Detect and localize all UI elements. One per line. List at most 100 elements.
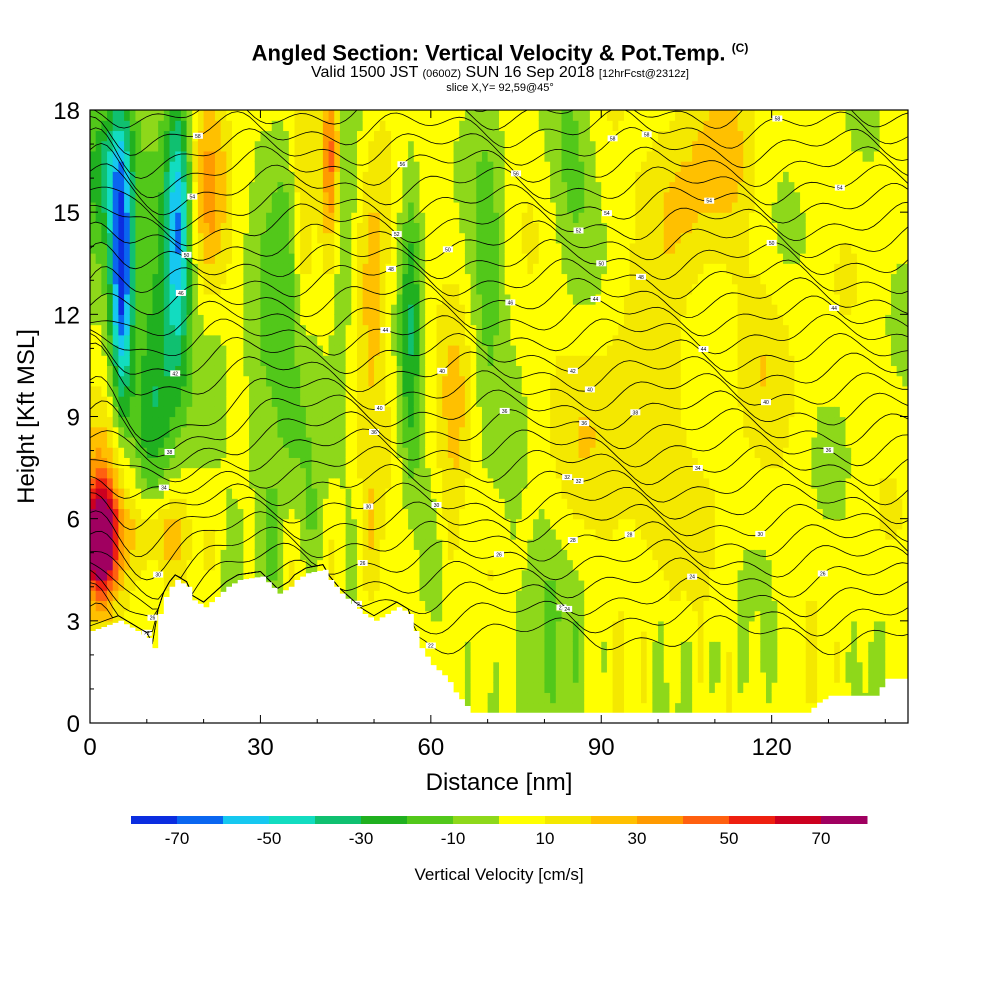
field-cell bbox=[385, 120, 392, 132]
field-cell bbox=[95, 324, 102, 336]
field-cell bbox=[430, 212, 438, 223]
field-cell bbox=[459, 447, 466, 458]
field-cell bbox=[112, 396, 119, 407]
field-cell bbox=[266, 426, 273, 438]
field-cell bbox=[544, 201, 551, 213]
field-cell bbox=[368, 569, 375, 581]
field-cell bbox=[209, 467, 216, 479]
field-cell bbox=[260, 477, 267, 489]
field-cell bbox=[533, 355, 540, 367]
chart-subtitle: Valid 1500 JST (0600Z) SUN 16 Sep 2018 [… bbox=[0, 65, 1000, 82]
field-cell bbox=[481, 130, 489, 142]
field-cell bbox=[237, 539, 244, 550]
field-cell bbox=[305, 539, 313, 550]
field-cell bbox=[419, 293, 426, 305]
field-cell bbox=[328, 273, 335, 285]
field-cell bbox=[277, 539, 284, 550]
field-cell bbox=[146, 355, 154, 367]
field-cell bbox=[260, 212, 267, 223]
field-cell bbox=[538, 344, 546, 356]
field-cell bbox=[107, 518, 114, 530]
field-cell bbox=[192, 212, 199, 223]
field-cell bbox=[419, 355, 426, 367]
field-cell bbox=[533, 549, 540, 561]
field-cell bbox=[430, 457, 438, 469]
field-cell bbox=[527, 600, 534, 612]
field-cell bbox=[135, 498, 142, 510]
field-cell bbox=[391, 253, 398, 264]
field-cell bbox=[453, 324, 460, 336]
field-cell bbox=[493, 212, 500, 223]
field-cell bbox=[385, 201, 392, 213]
field-cell bbox=[95, 365, 102, 377]
field-cell bbox=[391, 569, 398, 581]
field-cell bbox=[510, 702, 517, 714]
field-cell bbox=[521, 477, 528, 489]
field-cell bbox=[533, 477, 540, 489]
field-cell bbox=[141, 334, 148, 346]
field-cell bbox=[186, 344, 193, 356]
field-cell bbox=[550, 436, 557, 448]
field-cell bbox=[158, 161, 165, 172]
field-cell bbox=[374, 436, 381, 448]
field-cell bbox=[476, 549, 483, 561]
field-cell bbox=[305, 447, 313, 458]
field-cell bbox=[533, 610, 540, 622]
field-cell bbox=[538, 508, 546, 520]
field-cell bbox=[203, 181, 210, 193]
field-cell bbox=[112, 549, 119, 561]
field-cell bbox=[368, 457, 375, 469]
field-cell bbox=[311, 242, 318, 254]
field-cell bbox=[408, 130, 415, 142]
field-cell bbox=[555, 293, 563, 305]
field-cell bbox=[317, 375, 324, 387]
field-cell bbox=[351, 161, 358, 172]
field-cell bbox=[402, 549, 409, 561]
field-cell bbox=[95, 253, 102, 264]
field-cell bbox=[260, 232, 267, 244]
field-cell bbox=[163, 171, 171, 183]
field-cell bbox=[459, 396, 466, 407]
field-cell bbox=[510, 150, 517, 162]
field-cell bbox=[447, 344, 455, 356]
field-cell bbox=[538, 671, 546, 683]
field-cell bbox=[305, 324, 313, 336]
field-cell bbox=[391, 212, 398, 223]
field-cell bbox=[288, 293, 296, 305]
field-cell bbox=[141, 375, 148, 387]
field-cell bbox=[362, 436, 369, 448]
field-cell bbox=[226, 447, 233, 458]
field-cell bbox=[408, 212, 415, 223]
field-cell bbox=[209, 212, 216, 223]
field-cell bbox=[322, 467, 330, 479]
field-cell bbox=[146, 559, 154, 571]
field-cell bbox=[538, 426, 546, 438]
field-cell bbox=[356, 242, 364, 254]
field-cell bbox=[493, 631, 500, 642]
field-cell bbox=[368, 293, 375, 305]
field-cell bbox=[527, 161, 534, 172]
field-cell bbox=[175, 232, 182, 244]
field-cell bbox=[550, 232, 557, 244]
field-cell bbox=[90, 191, 97, 203]
field-cell bbox=[470, 161, 477, 172]
field-cell bbox=[385, 181, 392, 193]
field-cell bbox=[152, 130, 159, 142]
field-cell bbox=[158, 181, 165, 193]
field-cell bbox=[487, 201, 494, 213]
field-cell bbox=[453, 477, 460, 489]
field-cell bbox=[152, 181, 159, 193]
field-cell bbox=[95, 590, 102, 601]
field-cell bbox=[550, 242, 557, 254]
field-cell bbox=[243, 110, 250, 121]
field-cell bbox=[521, 201, 528, 213]
field-cell bbox=[214, 488, 222, 499]
field-cell bbox=[334, 150, 341, 162]
field-cell bbox=[203, 539, 210, 550]
field-cell bbox=[249, 467, 256, 479]
field-cell bbox=[283, 304, 290, 315]
field-cell bbox=[459, 120, 466, 132]
field-cell bbox=[481, 385, 489, 397]
field-cell bbox=[271, 171, 279, 183]
field-cell bbox=[544, 110, 551, 121]
